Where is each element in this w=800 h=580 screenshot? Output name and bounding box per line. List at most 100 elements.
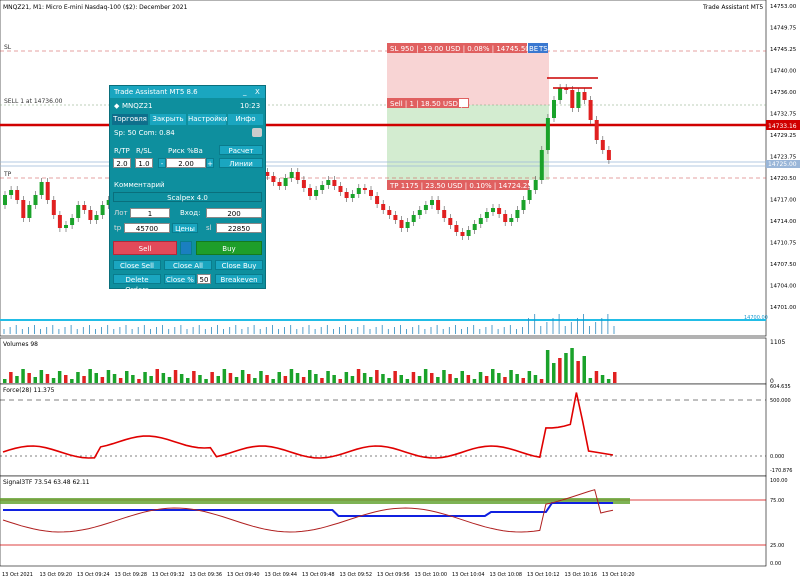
close-percent-input[interactable]: 50 — [197, 274, 211, 284]
volume-bar — [503, 377, 507, 383]
volume-bar — [484, 376, 489, 383]
tp-input[interactable]: 45700 — [124, 223, 170, 233]
close-buy-button[interactable]: Close Buy — [215, 260, 263, 270]
entry-box[interactable] — [387, 98, 469, 108]
volume-bar — [125, 371, 129, 383]
force-label: Force(28) 11.375 — [3, 387, 55, 394]
tab-settings[interactable]: Настройки — [188, 114, 228, 125]
volume-bar — [234, 377, 239, 383]
comment-label: Комментарий — [114, 181, 165, 189]
volume-bar — [82, 376, 86, 383]
current-price-text: 14733.16 — [768, 123, 797, 130]
force-axis-4: -170.876 — [770, 468, 792, 474]
volume-bar — [70, 379, 74, 383]
candle-body — [283, 178, 288, 186]
comment-input[interactable]: Scalpex 4.0 — [113, 192, 262, 202]
volume-bar — [521, 378, 525, 383]
volumes-axis-top: 1105 — [770, 339, 785, 346]
volume-bar — [466, 375, 471, 383]
tp-line-label: TP — [3, 171, 12, 178]
signal-axis-3: 25.00 — [770, 543, 784, 549]
order-type-toggle[interactable] — [180, 241, 192, 255]
tab-trade[interactable]: Торговля — [112, 114, 148, 125]
volume-bar — [210, 372, 214, 383]
close-button[interactable]: X — [255, 88, 260, 96]
server-time: 10:23 — [240, 102, 261, 110]
risk-minus-button[interactable]: - — [158, 158, 166, 168]
candle-body — [320, 185, 325, 190]
lot-input[interactable]: 1 — [130, 208, 170, 218]
close-percent-button[interactable]: Close % — [164, 274, 196, 284]
breakeven-button[interactable]: Breakeven — [215, 274, 263, 284]
volume-bar — [222, 369, 227, 383]
ts-button[interactable] — [538, 43, 548, 53]
sl-input[interactable]: 22850 — [216, 223, 262, 233]
panel-titlebar[interactable] — [110, 86, 265, 98]
candle-body — [381, 204, 386, 210]
volume-bar — [277, 372, 281, 383]
price-tick: 14753.00 — [770, 4, 797, 10]
volume-bar — [45, 374, 50, 383]
signal-pane[interactable] — [0, 475, 767, 567]
volume-bar — [411, 372, 416, 383]
entry-close-box[interactable] — [459, 99, 468, 107]
price-tick: 14720.50 — [770, 176, 797, 182]
price-tick: 14723.75 — [770, 155, 797, 161]
tp-box[interactable] — [387, 180, 529, 190]
camera-icon[interactable] — [252, 128, 262, 137]
volume-bar — [131, 375, 135, 383]
price-tick: 14714.00 — [770, 219, 797, 225]
rsl-input[interactable]: 1.0 — [135, 158, 153, 168]
rtp-input[interactable]: 2.0 — [113, 158, 131, 168]
sell-button[interactable]: Sell — [113, 241, 177, 255]
volume-bar — [283, 376, 288, 383]
symbol-icon: ◆ — [114, 102, 120, 110]
buy-button[interactable]: Buy — [196, 241, 262, 255]
candle-body — [460, 232, 465, 236]
calc-lot-button[interactable]: Расчет лота — [219, 145, 263, 165]
spread-info: Sp: 50 Com: 0.84 — [114, 129, 175, 137]
volume-bar — [430, 373, 434, 383]
risk-input[interactable]: 2.00 — [166, 158, 206, 168]
tab-close[interactable]: Закрыть — [150, 114, 186, 125]
entry-input[interactable]: 200 — [206, 208, 262, 218]
volume-bar — [570, 348, 574, 383]
delete-orders-button[interactable]: Delete Orders — [113, 274, 161, 294]
candle-body — [430, 200, 434, 205]
price-tick: 14736.00 — [770, 90, 797, 96]
close-all-button[interactable]: Close All — [164, 260, 212, 270]
volume-bar — [533, 375, 538, 383]
price-axis: 14753.00 14749.75 14745.25 14740.00 14736.00… — [770, 4, 797, 311]
be-button[interactable] — [528, 43, 538, 53]
tab-info[interactable]: Инфо — [228, 114, 263, 125]
trade-assistant-panel[interactable]: Trade Assistant MT5 8.6 _ X ◆ MNQZ21 10:… — [109, 85, 266, 294]
prices-button[interactable]: Цены — [172, 223, 198, 233]
force-pane[interactable] — [0, 383, 767, 477]
candle-body — [564, 88, 569, 90]
volume-bar — [332, 375, 336, 383]
volume-bar — [527, 371, 532, 383]
lines-button[interactable]: Линии — [219, 158, 263, 168]
sl-line-label: SL — [4, 44, 12, 51]
risk-plus-button[interactable]: + — [206, 158, 214, 168]
candle-body — [45, 182, 50, 200]
volume-bar — [259, 371, 263, 383]
candle-body — [448, 218, 453, 225]
candle-body — [527, 190, 532, 200]
volume-bar — [405, 379, 410, 383]
price-tick: 14701.00 — [770, 305, 797, 311]
candle-body — [521, 200, 526, 210]
volume-bar — [472, 379, 477, 383]
volume-bar — [387, 378, 391, 383]
minimize-button[interactable]: _ — [243, 88, 247, 96]
volume-bar — [192, 371, 196, 383]
time-tick: 13 Oct 09:32 — [152, 572, 185, 578]
volume-bar — [88, 369, 92, 383]
close-sell-button[interactable]: Close Sell — [113, 260, 161, 270]
candle-body — [27, 205, 32, 218]
volume-bar — [509, 370, 513, 383]
sl-box[interactable] — [387, 43, 527, 53]
volume-bar — [198, 375, 202, 383]
candle-body — [509, 218, 514, 222]
